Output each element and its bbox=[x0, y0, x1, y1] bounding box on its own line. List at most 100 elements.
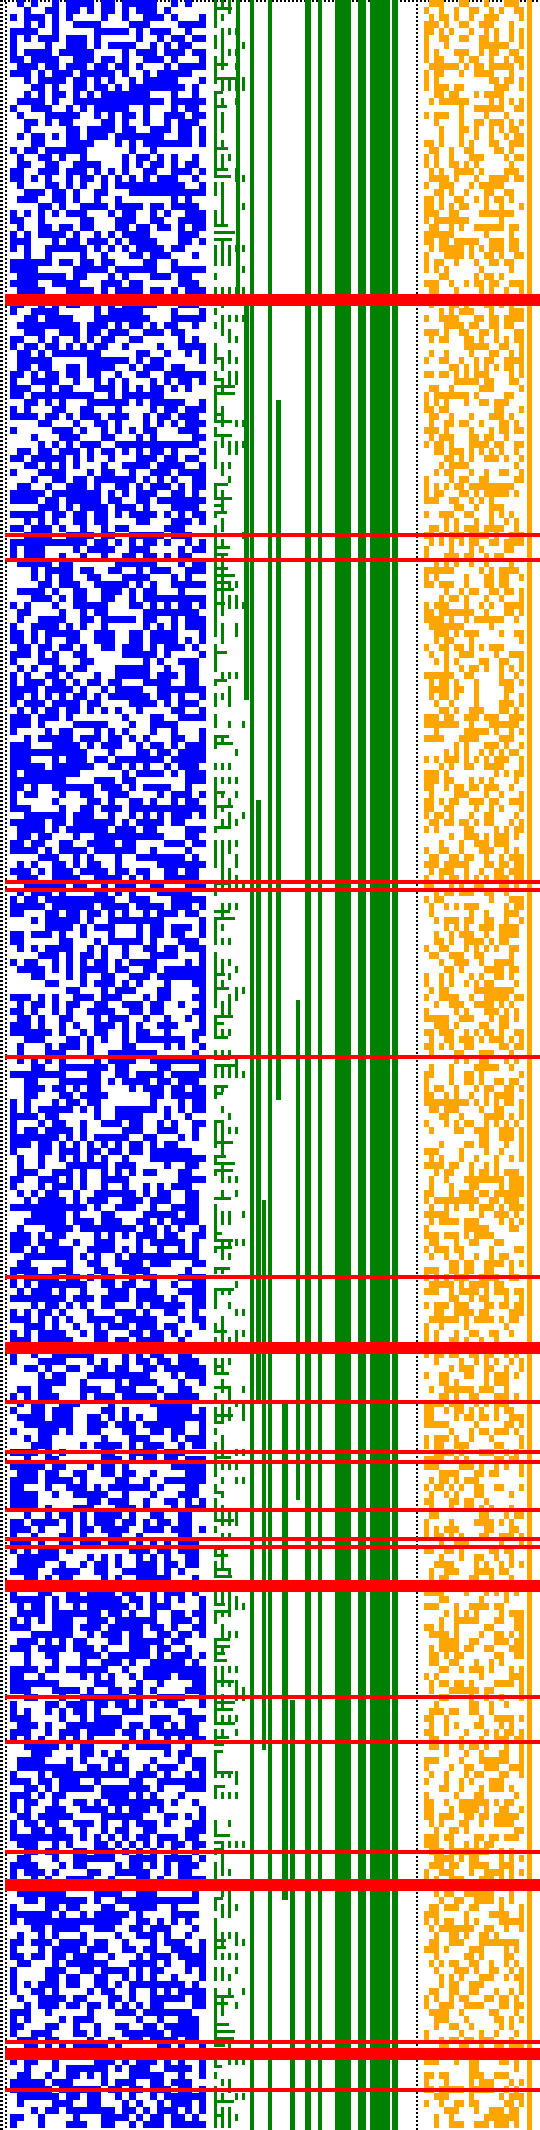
blue-cell bbox=[24, 1036, 31, 1043]
blue-cell bbox=[143, 1456, 150, 1463]
blue-cell bbox=[150, 1638, 157, 1645]
blue-cell bbox=[17, 1155, 24, 1162]
blue-cell bbox=[199, 1057, 206, 1064]
blue-cell bbox=[192, 616, 199, 623]
blue-cell bbox=[24, 1393, 31, 1400]
blue-cell bbox=[17, 161, 24, 168]
blue-cell bbox=[87, 896, 94, 903]
blue-cell bbox=[136, 1260, 143, 1267]
blue-cell bbox=[157, 343, 164, 350]
left-dotted-border bbox=[0, 424, 3, 426]
blue-cell bbox=[73, 994, 80, 1001]
blue-cell bbox=[115, 686, 122, 693]
left-dotted-border bbox=[0, 1668, 3, 1670]
blue-cell bbox=[31, 1638, 38, 1645]
left-dotted-border bbox=[5, 710, 7, 712]
blue-cell bbox=[101, 1008, 108, 1015]
blue-cell bbox=[73, 231, 80, 238]
blue-cell bbox=[178, 1001, 185, 1008]
blue-cell bbox=[108, 1050, 115, 1057]
blue-cell bbox=[59, 427, 66, 434]
blue-cell bbox=[10, 693, 17, 700]
blue-cell bbox=[94, 1190, 101, 1197]
blue-cell bbox=[10, 210, 17, 217]
blue-cell bbox=[10, 343, 17, 350]
blue-cell bbox=[31, 343, 38, 350]
blue-cell bbox=[122, 1029, 129, 1036]
left-dotted-border bbox=[0, 1008, 3, 1010]
blue-cell bbox=[199, 126, 206, 133]
blue-cell bbox=[108, 7, 115, 14]
blue-cell bbox=[17, 1134, 24, 1141]
blue-cell bbox=[52, 875, 59, 882]
blue-cell bbox=[129, 1386, 136, 1393]
blue-cell bbox=[66, 1519, 73, 1526]
left-dotted-border bbox=[0, 628, 3, 630]
blue-cell bbox=[101, 1218, 108, 1225]
left-dotted-border bbox=[0, 432, 3, 434]
blue-cell bbox=[73, 1204, 80, 1211]
blue-cell bbox=[94, 721, 101, 728]
blue-cell bbox=[150, 819, 157, 826]
blue-cell bbox=[94, 1414, 101, 1421]
blue-cell bbox=[45, 203, 52, 210]
blue-cell bbox=[10, 56, 17, 63]
blue-cell bbox=[185, 833, 192, 840]
blue-cell bbox=[199, 224, 206, 231]
left-dotted-border bbox=[5, 38, 7, 40]
blue-cell bbox=[122, 826, 129, 833]
blue-cell bbox=[66, 1204, 73, 1211]
blue-cell bbox=[136, 742, 143, 749]
left-dotted-border bbox=[0, 2036, 3, 2038]
left-dotted-border bbox=[5, 1138, 7, 1140]
blue-cell bbox=[94, 1001, 101, 1008]
left-dotted-border bbox=[0, 248, 3, 250]
blue-cell bbox=[17, 1029, 24, 1036]
blue-cell bbox=[101, 686, 108, 693]
blue-cell bbox=[150, 714, 157, 721]
blue-cell bbox=[157, 84, 164, 91]
blue-cell bbox=[150, 1568, 157, 1575]
blue-cell bbox=[94, 693, 101, 700]
top-dotted-border bbox=[424, 0, 426, 2]
left-dotted-border bbox=[5, 386, 7, 388]
blue-cell bbox=[66, 1015, 73, 1022]
blue-cell bbox=[143, 364, 150, 371]
left-dotted-border bbox=[0, 1652, 3, 1654]
blue-cell bbox=[80, 35, 87, 42]
top-dotted-border bbox=[300, 0, 302, 2]
left-dotted-border bbox=[0, 2116, 3, 2118]
blue-cell bbox=[150, 1106, 157, 1113]
blue-cell bbox=[143, 770, 150, 777]
blue-cell bbox=[101, 91, 108, 98]
blue-cell bbox=[164, 1162, 171, 1169]
blue-cell bbox=[59, 1057, 66, 1064]
left-dotted-border bbox=[0, 332, 3, 334]
blue-cell bbox=[122, 161, 129, 168]
blue-cell bbox=[185, 126, 192, 133]
blue-cell bbox=[164, 1407, 171, 1414]
blue-cell bbox=[31, 1218, 38, 1225]
left-dotted-border bbox=[0, 1688, 3, 1690]
blue-cell bbox=[24, 1617, 31, 1624]
blue-cell bbox=[122, 1393, 129, 1400]
blue-cell bbox=[80, 1484, 87, 1491]
left-dotted-border bbox=[5, 270, 7, 272]
blue-cell bbox=[94, 1008, 101, 1015]
blue-cell bbox=[94, 1386, 101, 1393]
left-dotted-border bbox=[5, 26, 7, 28]
blue-cell bbox=[122, 1064, 129, 1071]
blue-cell bbox=[143, 140, 150, 147]
blue-cell bbox=[80, 525, 87, 532]
blue-cell bbox=[94, 1134, 101, 1141]
blue-cell bbox=[115, 707, 122, 714]
blue-cell bbox=[94, 511, 101, 518]
blue-cell bbox=[143, 49, 150, 56]
left-dotted-border bbox=[5, 1394, 7, 1396]
blue-cell bbox=[52, 1337, 59, 1344]
blue-cell bbox=[178, 1519, 185, 1526]
left-dotted-border bbox=[5, 1522, 7, 1524]
left-dotted-border bbox=[0, 992, 3, 994]
blue-cell bbox=[136, 1246, 143, 1253]
left-dotted-border bbox=[0, 780, 3, 782]
